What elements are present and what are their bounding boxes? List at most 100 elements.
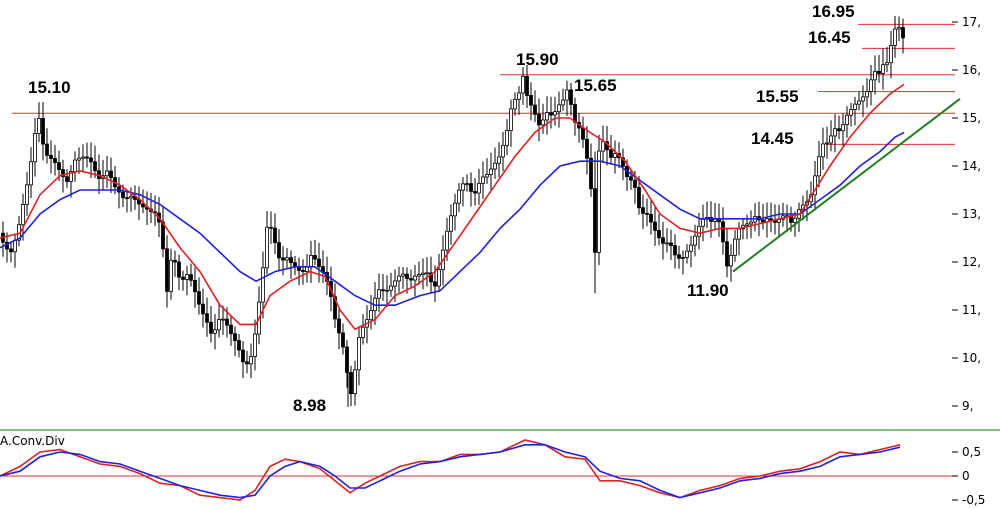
- candle-body: [717, 218, 721, 223]
- price-level-label: 15.55: [756, 87, 799, 106]
- candle-body: [873, 70, 877, 81]
- candle-body: [345, 346, 349, 373]
- candle-body: [549, 112, 553, 116]
- candle-body: [169, 259, 173, 292]
- candle-body: [525, 75, 529, 96]
- candle-body: [793, 217, 797, 223]
- candle-body: [533, 104, 537, 115]
- candle-body: [125, 197, 129, 200]
- candle-body: [129, 195, 133, 199]
- candle-body: [213, 329, 217, 334]
- candle-body: [177, 261, 181, 278]
- candle-body: [877, 70, 881, 74]
- candle-body: [53, 158, 57, 164]
- candle-body: [885, 62, 889, 66]
- candle-body: [289, 257, 293, 264]
- candle-body: [61, 169, 65, 178]
- candle-body: [537, 113, 541, 126]
- price-axis-label: 16,: [962, 63, 981, 77]
- candle-body: [729, 254, 733, 267]
- candle-body: [309, 255, 313, 268]
- price-level-label: 15.90: [516, 50, 559, 69]
- uptrend-line: [732, 98, 961, 273]
- candle-body: [865, 91, 869, 98]
- candle-body: [285, 257, 289, 261]
- candle-body: [85, 156, 89, 159]
- candle-body: [521, 75, 525, 94]
- candle-body: [581, 127, 585, 140]
- candle-body: [281, 257, 285, 261]
- price-axis-label: 12,: [962, 255, 981, 269]
- candle-body: [829, 135, 833, 144]
- candle-body: [21, 204, 25, 226]
- candle-body: [489, 168, 493, 175]
- candle-body: [657, 230, 661, 239]
- candle-body: [849, 109, 853, 116]
- candle-body: [29, 161, 33, 186]
- candle-body: [421, 272, 425, 275]
- candle-body: [745, 223, 749, 226]
- candle-body: [89, 157, 93, 163]
- candle-body: [529, 95, 533, 106]
- price-panel: 17, 16, 15, 14, 13, 12, 11, 10, 9, 15.10 15.90 15.5…: [0, 2, 981, 415]
- candle-body: [733, 238, 737, 256]
- candle-body: [453, 202, 457, 217]
- candle-body: [569, 89, 573, 105]
- candle-body: [77, 157, 81, 161]
- candle-body: [821, 143, 825, 158]
- price-annotation-label: 8.98: [293, 396, 326, 415]
- candle-body: [445, 230, 449, 251]
- candle-body: [897, 27, 901, 30]
- candle-body: [589, 157, 593, 190]
- candle-body: [357, 337, 361, 371]
- candle-body: [673, 245, 677, 256]
- candle-body: [93, 161, 97, 172]
- indicator-title: A.Conv.Div: [0, 434, 65, 448]
- candle-body: [701, 218, 705, 227]
- price-annotation-label: 11.90: [687, 281, 729, 300]
- candle-body: [613, 153, 617, 158]
- candle-body: [217, 319, 221, 331]
- candle-body: [693, 235, 697, 246]
- candle-body: [405, 273, 409, 279]
- candle-body: [337, 318, 341, 334]
- candle-body: [501, 144, 505, 158]
- candle-body: [505, 130, 509, 146]
- candle-body: [769, 218, 773, 221]
- candle-body: [301, 270, 305, 272]
- candle-body: [629, 176, 633, 181]
- candle-body: [597, 150, 601, 253]
- candle-body: [389, 285, 393, 291]
- candle-body: [689, 244, 693, 252]
- candle-body: [685, 250, 689, 258]
- candle-body: [493, 162, 497, 170]
- candle-body: [229, 324, 233, 335]
- candle-body: [381, 289, 385, 292]
- price-level-label: 16.95: [812, 2, 855, 21]
- candle-body: [73, 159, 77, 172]
- candle-body: [697, 225, 701, 237]
- candle-body: [181, 276, 185, 280]
- candle-body: [621, 157, 625, 167]
- candle-body: [349, 372, 353, 395]
- candle-body: [233, 333, 237, 342]
- candle-body: [601, 141, 605, 152]
- candle-body: [861, 96, 865, 102]
- candle-body: [513, 98, 517, 110]
- price-axis-label: 15,: [962, 111, 981, 125]
- candle-body: [517, 92, 521, 100]
- candle-body: [833, 128, 837, 137]
- candle-body: [37, 118, 41, 134]
- candle-body: [889, 44, 893, 64]
- candle-body: [557, 104, 561, 113]
- candle-body: [469, 183, 473, 192]
- candle-body: [261, 267, 265, 303]
- candle-body: [361, 326, 365, 338]
- candle-body: [49, 154, 53, 159]
- candle-body: [293, 262, 297, 267]
- candle-body: [409, 278, 413, 281]
- candle-body: [837, 128, 841, 132]
- candle-body: [841, 124, 845, 132]
- candle-body: [609, 149, 613, 158]
- candle-body: [341, 332, 345, 348]
